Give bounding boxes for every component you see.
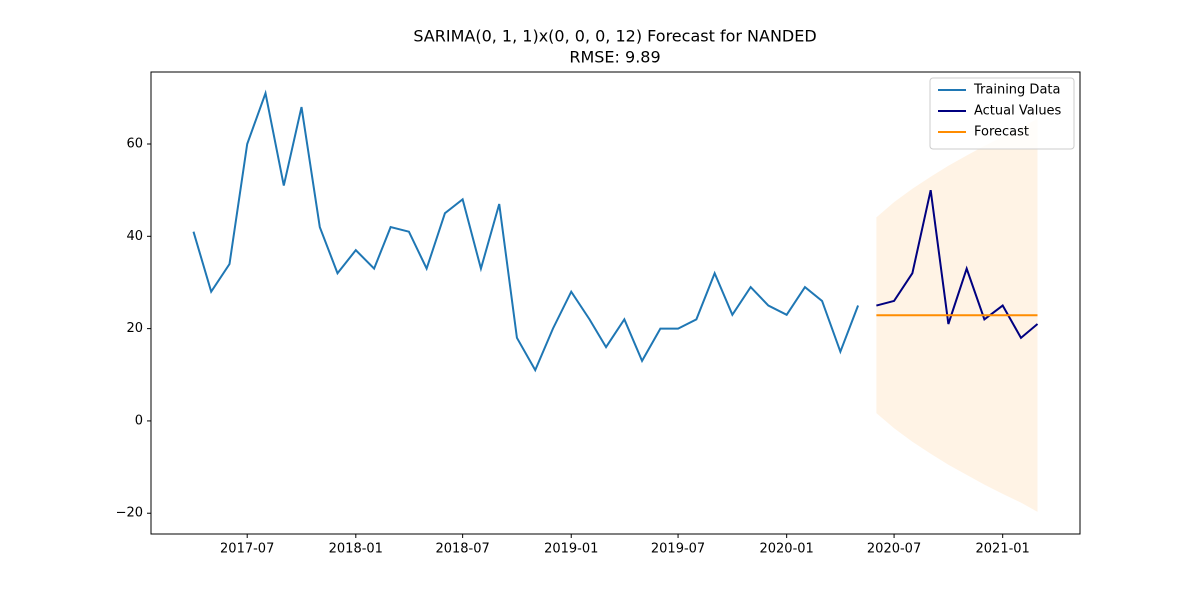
legend-label: Training Data [973,83,1060,98]
legend-label: Forecast [974,125,1029,140]
x-tick-label: 2021-01 [976,542,1030,557]
series-line [192,89,860,373]
y-tick-label: 40 [126,229,143,244]
y-tick-label: 0 [135,413,143,428]
y-tick-label: 20 [126,321,143,336]
x-tick-label: 2018-01 [329,542,383,557]
x-tick-label: 2019-01 [544,542,598,557]
y-tick-label: −20 [116,506,143,521]
chart-title: SARIMA(0, 1, 1)x(0, 0, 0, 12) Forecast f… [413,27,816,46]
legend: Training Data Actual Values Forecast [929,77,1075,150]
x-tick-label: 2017-07 [220,542,274,557]
x-tick-label: 2019-07 [651,542,705,557]
x-tick-label: 2020-07 [867,542,921,557]
chart-subtitle: RMSE: 9.89 [569,48,660,67]
y-tick-label: 60 [126,137,143,152]
x-tick-label: 2020-01 [759,542,813,557]
series-line [876,189,1039,340]
legend-label: Actual Values [974,104,1062,119]
x-tick-label: 2018-07 [435,542,489,557]
plot-frame [150,71,1081,535]
